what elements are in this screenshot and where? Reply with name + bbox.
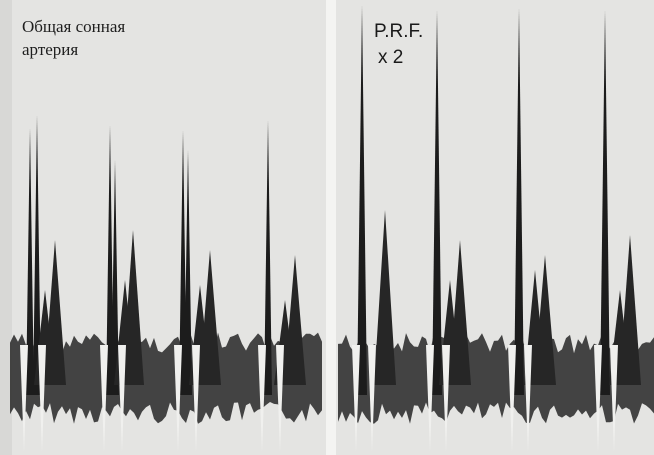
systolic-spike bbox=[111, 160, 119, 395]
spectral-trace bbox=[10, 5, 654, 452]
diastolic-wave bbox=[122, 230, 144, 385]
diastolic-wave bbox=[619, 235, 641, 385]
diastolic-wave bbox=[374, 210, 396, 385]
window-notch bbox=[276, 345, 284, 452]
window-notch bbox=[508, 345, 516, 452]
diastolic-wave bbox=[284, 255, 306, 385]
systolic-spike bbox=[184, 150, 192, 395]
window-notch bbox=[100, 345, 108, 452]
noise-band bbox=[10, 332, 322, 424]
diastolic-wave bbox=[449, 240, 471, 385]
window-notch bbox=[352, 345, 360, 452]
window-notch bbox=[524, 345, 532, 452]
systolic-spike bbox=[106, 125, 114, 395]
noise-band bbox=[338, 332, 654, 424]
window-notch bbox=[118, 345, 126, 452]
prf-label: P.R.F. bbox=[374, 21, 423, 42]
systolic-spike bbox=[600, 10, 610, 395]
divider bbox=[326, 0, 336, 455]
systolic-spike bbox=[514, 8, 524, 395]
window-notch bbox=[426, 345, 434, 452]
diastolic-wave bbox=[44, 240, 66, 385]
left-edge bbox=[0, 0, 12, 455]
window-notch bbox=[192, 345, 200, 452]
window-notch bbox=[38, 345, 46, 452]
window-notch bbox=[20, 345, 28, 452]
window-notch bbox=[368, 345, 376, 452]
caption-line: артерия bbox=[22, 40, 78, 59]
systolic-spike bbox=[357, 5, 367, 395]
systolic-spike bbox=[432, 10, 442, 395]
diastolic-wave bbox=[534, 255, 556, 385]
systolic-spike bbox=[26, 128, 34, 395]
window-notch bbox=[258, 345, 266, 452]
window-notch bbox=[174, 345, 182, 452]
window-notch bbox=[594, 345, 602, 452]
systolic-spike bbox=[179, 130, 187, 395]
systolic-spike bbox=[33, 115, 41, 395]
diastolic-wave bbox=[199, 250, 221, 385]
prf-label: x 2 bbox=[378, 47, 403, 68]
caption-line: Общая сонная bbox=[22, 17, 125, 36]
window-notch bbox=[610, 345, 618, 452]
window-notch bbox=[442, 345, 450, 452]
systolic-spike bbox=[264, 120, 272, 395]
